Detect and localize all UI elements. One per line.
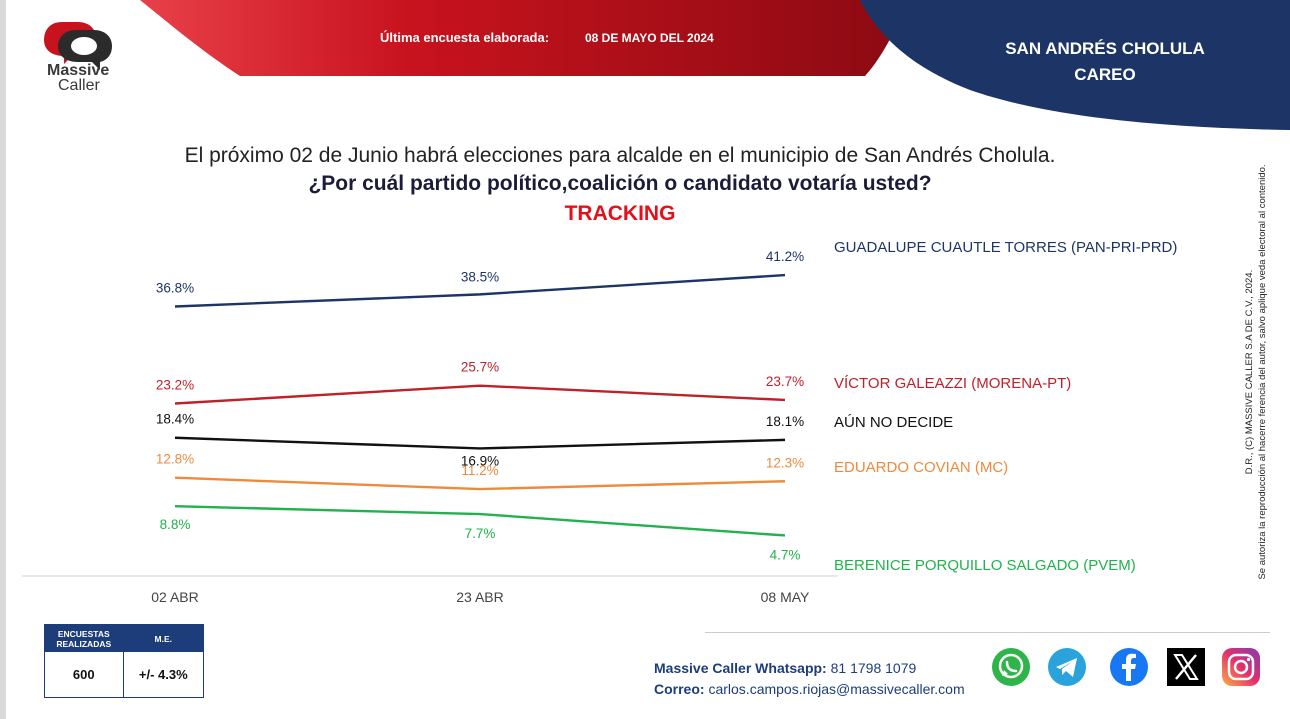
- data-label: 41.2%: [766, 249, 804, 264]
- navy-banner: [860, 0, 1290, 130]
- series-line: [174, 505, 786, 537]
- data-label: 7.7%: [465, 526, 496, 541]
- question-line-2: ¿Por cuál partido político,coalición o c…: [308, 172, 932, 195]
- data-label: 23.2%: [156, 378, 194, 393]
- question-tracking: TRACKING: [564, 202, 676, 225]
- red-banner: [140, 0, 905, 76]
- whatsapp-number[interactable]: 81 1798 1079: [830, 660, 917, 676]
- data-label: 18.4%: [156, 412, 194, 427]
- banner-date: 08 DE MAYO DEL 2024: [585, 31, 714, 45]
- data-label: 12.8%: [156, 452, 194, 467]
- legend-entry: AÚN NO DECIDE: [834, 414, 953, 431]
- survey-stats-table: ENCUESTAS REALIZADAS M.E. 600 +/- 4.3%: [44, 624, 204, 698]
- stats-header-surveys: ENCUESTAS REALIZADAS: [45, 625, 124, 652]
- data-label: 18.1%: [766, 414, 804, 429]
- data-label: 38.5%: [461, 269, 499, 284]
- stats-value-row: 600 +/- 4.3%: [45, 652, 203, 697]
- data-label: 11.2%: [461, 463, 498, 478]
- data-label: 4.7%: [770, 547, 801, 562]
- series-line: [174, 384, 786, 405]
- legend-entry: VÍCTOR GALEAZZI (MORENA-PT): [834, 375, 1071, 392]
- data-label: 8.8%: [160, 517, 191, 532]
- x-icon[interactable]: [1165, 646, 1207, 688]
- data-label: 12.3%: [766, 455, 804, 470]
- copyright-line-1: D.R., (C) MASSIVE CALLER S.A DE C.V., 20…: [1244, 269, 1255, 475]
- whatsapp-label: Massive Caller Whatsapp:: [654, 660, 827, 676]
- stats-header-margin: M.E.: [154, 633, 172, 644]
- footer-divider: [705, 632, 1270, 633]
- massive-caller-logo: [44, 22, 112, 70]
- logo-brand-name: Massive: [47, 62, 110, 79]
- series-line: [174, 436, 786, 450]
- email-label: Correo:: [654, 681, 705, 697]
- x-tick-label: 08 MAY: [761, 589, 810, 605]
- banner-label: Última encuesta elaborada:: [380, 30, 550, 45]
- data-label: 25.7%: [461, 360, 499, 375]
- stats-header-row: ENCUESTAS REALIZADAS M.E.: [45, 625, 203, 652]
- place-line-1: SAN ANDRÉS CHOLULA: [1005, 39, 1205, 58]
- stats-value-surveys: 600: [45, 652, 124, 697]
- data-label: 23.7%: [766, 374, 804, 389]
- logo-brand-sub: Caller: [58, 77, 100, 94]
- legend-entry: GUADALUPE CUAUTLE TORRES (PAN-PRI-PRD): [834, 239, 1177, 256]
- legend-entry: BERENICE PORQUILLO SALGADO (PVEM): [834, 557, 1136, 574]
- whatsapp-contact: Massive Caller Whatsapp: 81 1798 1079: [654, 660, 916, 676]
- series-line: [174, 273, 786, 308]
- copyright-line-2: Se autoriza la reproducción al hacerre f…: [1257, 164, 1268, 580]
- facebook-icon[interactable]: [1108, 646, 1150, 688]
- place-title: SAN ANDRÉS CHOLULA CAREO: [990, 36, 1220, 88]
- question-line-1: El próximo 02 de Junio habrá elecciones …: [184, 144, 1056, 167]
- copyright-note: D.R., (C) MASSIVE CALLER S.A DE C.V., 20…: [1243, 137, 1269, 607]
- email-address[interactable]: carlos.campos.riojas@massivecaller.com: [708, 681, 965, 697]
- telegram-icon[interactable]: [1046, 646, 1088, 688]
- series-line: [174, 476, 786, 491]
- data-label: 16.9%: [461, 453, 499, 468]
- stats-value-margin: +/- 4.3%: [138, 667, 188, 682]
- instagram-icon[interactable]: [1220, 646, 1262, 688]
- x-tick-label: 02 ABR: [151, 589, 198, 605]
- x-tick-label: 23 ABR: [456, 589, 503, 605]
- data-label: 36.8%: [156, 280, 194, 295]
- email-contact: Correo: carlos.campos.riojas@massivecall…: [654, 681, 965, 697]
- place-line-2: CAREO: [1074, 65, 1136, 84]
- legend-entry: EDUARDO COVIAN (MC): [834, 459, 1008, 476]
- whatsapp-icon[interactable]: [990, 646, 1032, 688]
